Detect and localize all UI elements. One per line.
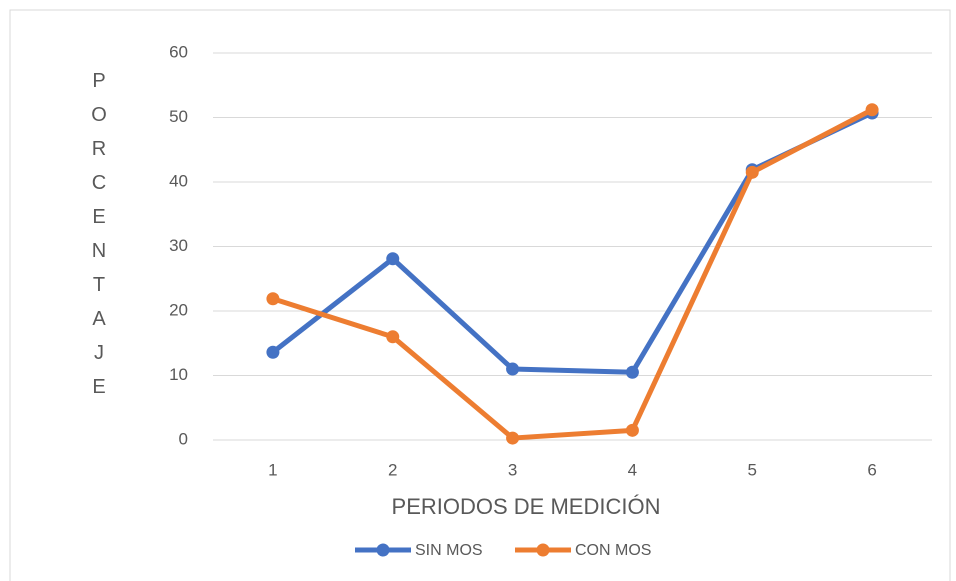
legend-label: CON MOS	[575, 542, 651, 559]
legend-label: SIN MOS	[415, 542, 483, 559]
point	[625, 423, 639, 437]
x-axis-label: PERIODOS DE MEDICIÓN	[392, 494, 661, 519]
point	[386, 330, 400, 344]
x-tick-label: 2	[388, 460, 397, 479]
x-tick-label: 1	[268, 460, 277, 479]
series-line	[272, 107, 874, 441]
x-tick-label: 5	[748, 460, 757, 479]
y-tick-label: 0	[179, 429, 188, 448]
point	[625, 365, 639, 379]
y-tick-label: 60	[169, 42, 188, 61]
point	[506, 431, 520, 445]
point	[745, 165, 759, 179]
x-tick-label: 3	[508, 460, 517, 479]
legend-marker	[536, 543, 550, 557]
y-tick-label: 40	[169, 171, 188, 190]
y-tick-label: 50	[169, 107, 188, 126]
x-tick-label: 4	[628, 460, 637, 479]
y-tick-label: 10	[169, 365, 188, 384]
y-tick-label: 30	[169, 236, 188, 255]
x-tick-label: 6	[867, 460, 876, 479]
point	[266, 345, 280, 359]
chart-frame	[9, 9, 951, 581]
y-tick-label: 20	[169, 300, 188, 319]
point	[506, 362, 520, 376]
legend-marker	[376, 543, 390, 557]
point	[865, 103, 879, 117]
y-axis-label: PORCENTAJE	[88, 70, 110, 410]
point	[386, 252, 400, 266]
point	[266, 292, 280, 306]
